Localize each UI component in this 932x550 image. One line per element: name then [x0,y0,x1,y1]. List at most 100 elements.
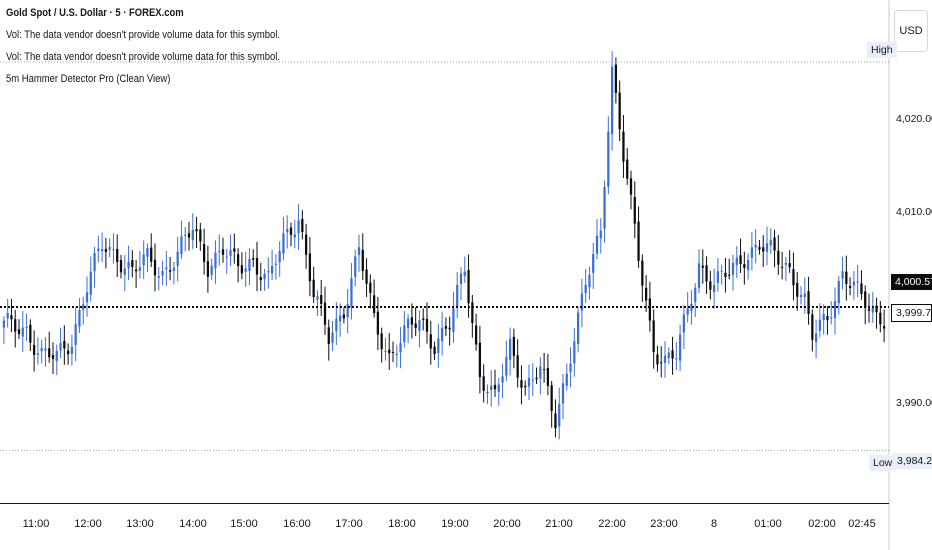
current-price-label: 3,999.73 [891,304,932,322]
x-tick-label: 23:00 [650,518,678,530]
x-tick-label: 12:00 [74,518,102,530]
candle-body [14,319,17,332]
candle [297,204,300,250]
candle-body [539,366,542,379]
candle [607,116,610,195]
x-tick-label: 22:00 [598,518,626,530]
candle-body [437,338,440,353]
candle [486,384,489,405]
candle-body [493,384,497,390]
candle [709,270,712,300]
candle-body [191,229,194,241]
candle [97,235,100,263]
candle [490,370,493,407]
candle [478,326,482,394]
candle-body [131,260,134,268]
candle [21,311,24,353]
candle [814,319,818,359]
candle-body [614,64,618,93]
candle [206,245,210,293]
candle [758,239,761,255]
candle-body [29,324,32,343]
candle-body [293,234,296,238]
candle [308,236,312,297]
candle [89,256,92,302]
candle-body [112,249,115,251]
candle-body [830,317,833,319]
candle-body [633,196,636,224]
candle [780,251,784,280]
candle-body [584,284,587,294]
candle [187,221,191,251]
candle [131,250,134,278]
candle [406,314,410,344]
candle-body [652,320,655,353]
candle-body [320,295,323,304]
candle-body [644,287,648,301]
candle-body [104,248,108,253]
candle-body [626,159,629,179]
candle-body [803,293,806,298]
candle-body [93,253,96,272]
candle [694,283,697,318]
candle [546,353,550,396]
candle [372,279,376,318]
candle-body [573,341,576,364]
candle-body [221,249,225,255]
candle [425,302,429,344]
candle-body [354,256,357,277]
indicator-name[interactable]: 5m Hammer Detector Pro (Clean View) [6,73,171,85]
candle-body [286,229,289,233]
candle-body [663,355,667,363]
candle [701,249,704,284]
x-tick-label: 02:45 [848,518,876,530]
candle-body [867,308,871,311]
candle [350,262,353,320]
candle [610,51,614,151]
candle [792,252,795,301]
candle [44,337,47,367]
currency-selector-button[interactable]: USD [894,10,928,52]
candle [388,333,391,370]
candle [524,380,527,396]
candle [712,268,716,309]
x-tick-label: 19:00 [441,518,469,530]
candle-body [6,312,9,319]
candle-body [833,301,837,319]
candle [55,344,58,376]
symbol-title[interactable]: Gold Spot / U.S. Dollar · 5 · FOREX.com [6,7,184,19]
volume-notice: Vol: The data vendor doesn't provide vol… [6,29,281,41]
candle-body [172,267,176,271]
candle [10,298,13,333]
candle [112,233,115,264]
candle-body [210,265,213,276]
candle [335,302,338,345]
candle-body [712,285,716,292]
candle [743,251,746,285]
candle [263,268,266,291]
candle [762,235,765,268]
candle [17,319,21,340]
candle-body [508,338,512,360]
candle-body [686,308,689,315]
candle [119,254,123,279]
x-tick-label: 8 [711,518,717,530]
candle-body [452,308,455,332]
candle-body [255,258,259,275]
candle [365,258,368,297]
candle-body [108,246,111,250]
candle [153,243,157,292]
candle [637,206,640,268]
candle-body [301,218,304,232]
candle [663,341,667,378]
candle [403,311,406,348]
candle [259,262,262,291]
candle [270,249,274,281]
candle-body [403,325,406,343]
candle-body [180,236,183,255]
candle-body [546,367,550,386]
candle [267,257,270,289]
candle [822,304,825,335]
candle-body [882,326,886,329]
